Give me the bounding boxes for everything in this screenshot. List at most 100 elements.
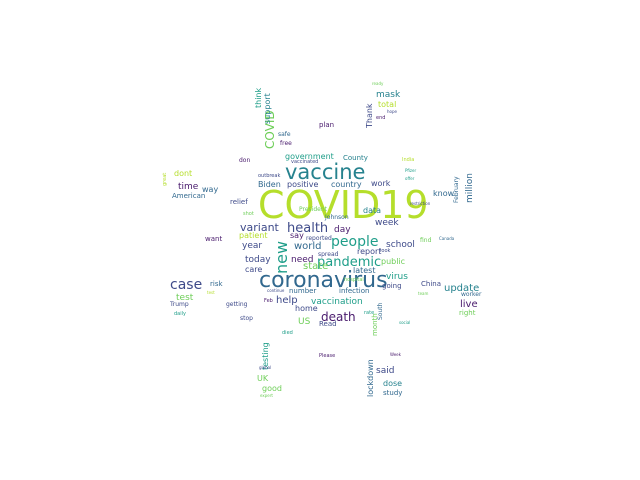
cloud-word: Pfizer xyxy=(405,168,417,173)
cloud-word: South xyxy=(377,302,384,320)
cloud-word: death xyxy=(321,310,356,324)
cloud-word: million xyxy=(465,173,475,203)
cloud-word: variant xyxy=(240,221,279,234)
cloud-word: Biden xyxy=(258,180,281,189)
cloud-word: China xyxy=(421,280,441,288)
cloud-word: shot xyxy=(243,211,254,217)
cloud-word: expert xyxy=(260,393,273,398)
cloud-word: time xyxy=(178,182,199,192)
cloud-word: died xyxy=(282,330,293,336)
cloud-word: relief xyxy=(230,198,248,206)
cloud-word: week xyxy=(375,218,399,228)
cloud-word: risk xyxy=(210,280,223,288)
cloud-word: public xyxy=(381,257,406,266)
cloud-word: people xyxy=(331,234,379,250)
cloud-word: want xyxy=(205,235,223,243)
cloud-word: find xyxy=(420,237,432,244)
cloud-word: County xyxy=(343,154,368,162)
cloud-word: hospital xyxy=(344,277,364,283)
cloud-word: government xyxy=(285,152,334,161)
cloud-word: report xyxy=(357,247,382,256)
cloud-word: study xyxy=(383,389,403,397)
cloud-word: Please xyxy=(319,353,336,359)
cloud-word: US xyxy=(298,317,311,327)
cloud-word: case xyxy=(170,277,203,293)
cloud-word: country xyxy=(331,180,362,189)
cloud-word: pandemic xyxy=(317,255,382,270)
cloud-word: day xyxy=(334,225,351,235)
cloud-word: world xyxy=(294,241,322,252)
cloud-word: way xyxy=(202,185,219,194)
cloud-word: year xyxy=(242,241,263,251)
cloud-word: infection xyxy=(339,287,370,295)
cloud-word: help xyxy=(276,295,298,306)
cloud-word: Trump xyxy=(170,301,189,308)
cloud-word: home xyxy=(295,304,318,313)
cloud-word: worker xyxy=(461,291,482,298)
cloud-word: care xyxy=(245,265,263,274)
cloud-word: know xyxy=(433,189,455,198)
cloud-word: look xyxy=(380,248,391,254)
cloud-word: mask xyxy=(376,90,401,100)
cloud-word: dose xyxy=(383,379,403,388)
cloud-word: ready xyxy=(372,81,384,86)
cloud-word: getting xyxy=(226,301,248,308)
cloud-word: state xyxy=(303,261,329,272)
cloud-word: say xyxy=(290,231,304,240)
cloud-word: India xyxy=(402,157,415,163)
cloud-word: restriction xyxy=(410,201,431,206)
cloud-word: virus xyxy=(386,272,408,282)
cloud-word: social xyxy=(399,320,411,325)
cloud-word: hope xyxy=(387,109,397,114)
cloud-word: Feb xyxy=(264,298,273,304)
cloud-word: right xyxy=(459,309,476,317)
cloud-word: safe xyxy=(278,131,291,138)
cloud-word: health xyxy=(287,221,329,236)
cloud-word: number xyxy=(289,287,317,295)
cloud-word: reported xyxy=(306,235,332,242)
cloud-word: daily xyxy=(174,311,186,317)
cloud-word: dont xyxy=(174,169,193,178)
cloud-word: free xyxy=(280,140,292,147)
cloud-word: today xyxy=(245,255,271,265)
cloud-word: test xyxy=(176,293,194,303)
cloud-word: work xyxy=(371,179,391,188)
cloud-word: school xyxy=(386,240,415,250)
cloud-word: plan xyxy=(319,121,335,129)
cloud-word: stop xyxy=(240,315,253,322)
cloud-word: latest xyxy=(353,266,376,275)
cloud-word: think xyxy=(254,87,263,108)
cloud-word: coronavirus xyxy=(259,268,388,293)
cloud-word: American xyxy=(172,192,206,200)
cloud-word: need xyxy=(291,255,314,265)
cloud-word: UK xyxy=(257,374,269,383)
cloud-word: President xyxy=(299,206,327,213)
cloud-word: outbreak xyxy=(258,173,281,179)
cloud-word: support xyxy=(263,93,272,124)
cloud-word: team xyxy=(418,291,429,296)
cloud-word: COVID19 xyxy=(258,183,429,227)
cloud-word: positive xyxy=(287,180,319,189)
cloud-word: don xyxy=(239,157,251,164)
cloud-word: vaccine xyxy=(285,160,366,184)
cloud-word: update xyxy=(444,283,480,294)
cloud-word: going xyxy=(382,282,402,290)
cloud-word: Week xyxy=(390,352,401,357)
cloud-word: continue xyxy=(267,288,285,293)
cloud-word: good xyxy=(262,384,282,393)
cloud-word: vaccination xyxy=(311,297,363,307)
cloud-word: said xyxy=(376,366,395,376)
cloud-word: new xyxy=(272,240,291,274)
cloud-word: test xyxy=(207,290,215,295)
cloud-word: offer xyxy=(405,176,415,181)
cloud-word: total xyxy=(378,100,397,109)
cloud-word: patient xyxy=(239,231,268,240)
cloud-word: end xyxy=(376,115,386,121)
cloud-word: Thank xyxy=(365,103,374,128)
cloud-word: live xyxy=(460,299,478,310)
cloud-word: February xyxy=(453,176,460,203)
cloud-word: great xyxy=(162,172,168,186)
cloud-word: Canada xyxy=(439,236,455,241)
cloud-word: global xyxy=(259,365,272,370)
